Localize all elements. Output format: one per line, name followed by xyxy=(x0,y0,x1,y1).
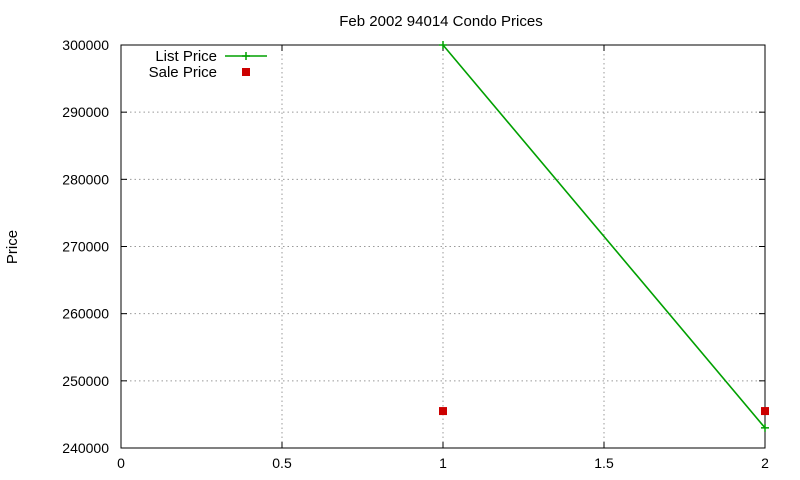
y-tick-label: 240000 xyxy=(62,440,109,456)
y-tick-label: 290000 xyxy=(62,104,109,120)
y-axis-label: Price xyxy=(4,230,21,264)
y-tick-label: 250000 xyxy=(62,373,109,389)
x-tick-label: 0.5 xyxy=(272,455,292,471)
series-layer xyxy=(439,41,769,432)
y-tick-label: 260000 xyxy=(62,306,109,322)
sale-price-point xyxy=(761,407,769,416)
list-price-point xyxy=(761,423,769,432)
legend-marker-list-price xyxy=(242,52,250,60)
y-tick-label: 280000 xyxy=(62,171,109,187)
y-tick-label: 270000 xyxy=(62,239,109,255)
legend-marker-sale-price xyxy=(242,68,250,76)
x-tick-label: 1.5 xyxy=(594,455,614,471)
x-tick-label: 2 xyxy=(761,455,769,471)
chart-title: Feb 2002 94014 Condo Prices xyxy=(339,13,542,30)
y-tick-label: 300000 xyxy=(62,37,109,53)
sale-price-point xyxy=(439,407,447,416)
list-price-line xyxy=(442,44,766,429)
list-price-point xyxy=(439,41,447,49)
x-tick-label: 1 xyxy=(439,455,447,471)
legend-label-sale-price: Sale Price xyxy=(149,64,217,81)
ticks-layer: 0 0.5 1 1.5 2 240000 250000 260000 270000 280000 2… xyxy=(62,37,769,471)
x-tick-label: 0 xyxy=(117,455,125,471)
legend-label-list-price: List Price xyxy=(155,48,217,65)
grid-layer xyxy=(121,45,765,448)
